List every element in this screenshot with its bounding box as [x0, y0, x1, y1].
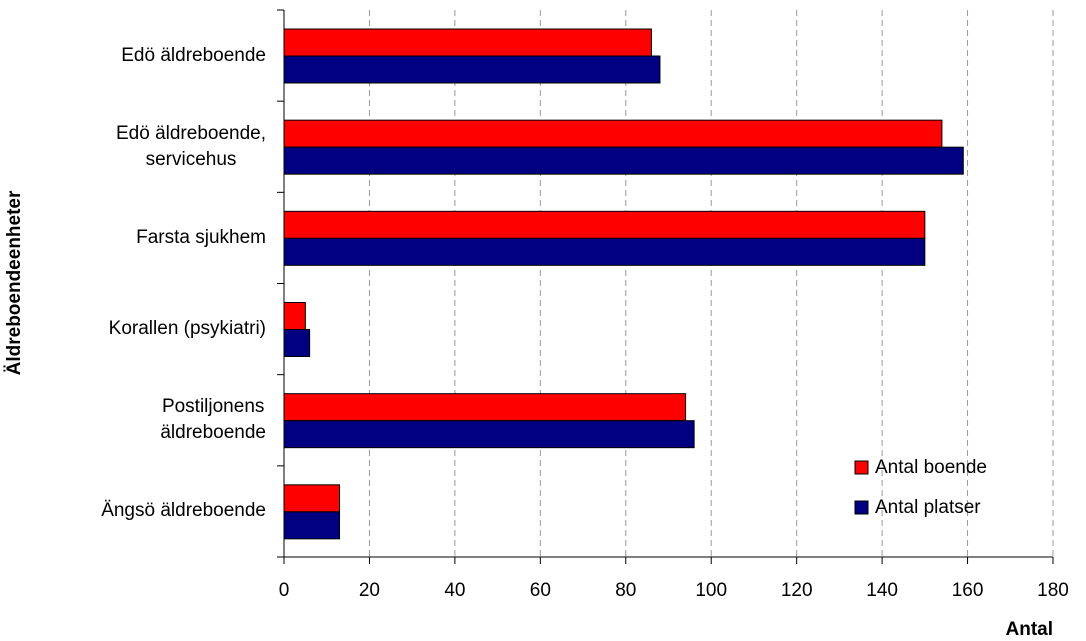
y-axis-title: Äldreboendeenheter [4, 190, 25, 375]
legend-label: Antal platser [875, 497, 981, 518]
bar [283, 55, 661, 84]
bar [283, 28, 652, 57]
bar [283, 420, 695, 449]
bar [283, 393, 687, 422]
y-tick-label: Ängsö äldreboende [101, 500, 266, 522]
x-tick-label: 120 [781, 580, 813, 601]
bar [283, 210, 926, 239]
x-tick-label: 40 [444, 580, 465, 601]
bar [283, 329, 311, 357]
x-tick-label: 0 [279, 580, 290, 601]
y-tick-label: Postiljonens äldreboende [160, 396, 266, 444]
bar [283, 237, 926, 266]
x-tick-label: 140 [866, 580, 898, 601]
x-tick-label: 60 [530, 580, 551, 601]
y-tick-label: Farsta sjukhem [136, 226, 266, 248]
y-tick-label: Edö äldreboende [121, 44, 266, 66]
bar [283, 511, 341, 540]
legend-label: Antal boende [875, 457, 987, 478]
bar [283, 119, 943, 148]
x-tick-label: 80 [615, 580, 636, 601]
y-tick-label: Edö äldreboende, servicehus [115, 122, 266, 170]
x-tick-label: 100 [695, 580, 727, 601]
bar [283, 146, 964, 175]
y-tick-label: Korallen (psykiatri) [108, 318, 266, 340]
x-tick-label: 160 [952, 580, 984, 601]
x-tick-label: 180 [1037, 580, 1069, 601]
legend-swatch [854, 460, 869, 475]
bar [283, 484, 341, 513]
bar [283, 302, 306, 330]
x-axis-title: Antal [1006, 619, 1054, 640]
x-tick-label: 20 [359, 580, 380, 601]
legend-swatch [854, 500, 869, 515]
